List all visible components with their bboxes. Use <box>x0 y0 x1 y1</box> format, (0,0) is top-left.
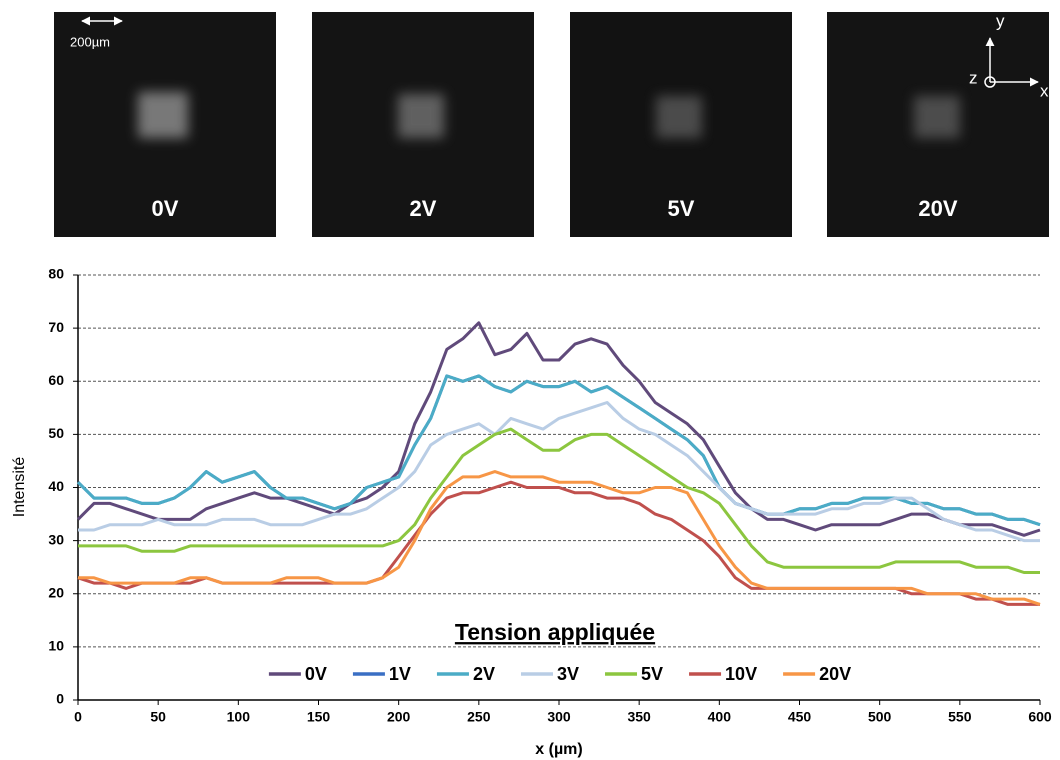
y-tick-label: 80 <box>48 266 64 282</box>
legend-label: 1V <box>389 664 411 684</box>
y-tick-label: 20 <box>48 584 64 600</box>
x-tick-label: 350 <box>627 709 651 725</box>
legend-label: 20V <box>819 664 851 684</box>
legend-label: 10V <box>725 664 757 684</box>
y-tick-label: 0 <box>56 691 64 707</box>
legend-label: 5V <box>641 664 663 684</box>
x-tick-label: 600 <box>1028 709 1052 725</box>
x-tick-label: 450 <box>788 709 812 725</box>
x-tick-label: 200 <box>387 709 411 725</box>
series-line <box>76 321 1041 537</box>
x-tick-label: 300 <box>547 709 571 725</box>
y-tick-label: 30 <box>48 531 64 547</box>
spot <box>398 94 444 138</box>
micrographs: 0V 2V 5V 20V 200µm y z x <box>54 11 1049 237</box>
y-tick-label: 10 <box>48 638 64 654</box>
x-tick-label: 250 <box>467 709 491 725</box>
x-tick-label: 550 <box>948 709 972 725</box>
x-tick-label: 50 <box>150 709 166 725</box>
panel-label: 0V <box>152 196 179 221</box>
series-line <box>76 374 1041 527</box>
x-axis-title: x (µm) <box>535 741 582 758</box>
x-tick-label: 150 <box>307 709 331 725</box>
axis-label: z <box>969 68 978 87</box>
spot <box>914 96 960 138</box>
panel-label: 20V <box>918 196 957 221</box>
legend-label: 2V <box>473 664 495 684</box>
legend-label: 0V <box>305 664 327 684</box>
panel-label: 5V <box>668 196 695 221</box>
y-tick-label: 50 <box>48 425 64 441</box>
x-tick-label: 500 <box>868 709 892 725</box>
spot <box>656 96 702 138</box>
series-line <box>77 480 1040 606</box>
spot <box>138 92 188 138</box>
x-tick-label: 100 <box>227 709 251 725</box>
series-line <box>78 427 1040 574</box>
scale-label: 200µm <box>70 34 110 49</box>
legend-title: Tension appliquée <box>455 619 655 645</box>
legend: 0V 1V 2V 3V 5V 10V 20V <box>268 664 851 684</box>
axis-label: x <box>1040 81 1049 100</box>
axis-origin <box>984 76 996 88</box>
y-tick-label: 70 <box>48 319 64 335</box>
panel-label: 2V <box>410 196 437 221</box>
legend-label: 3V <box>557 664 579 684</box>
series-line <box>78 470 1041 606</box>
y-axis-title: Intensité <box>11 457 28 518</box>
y-tick-label: 40 <box>48 478 64 494</box>
series-line <box>78 401 1040 543</box>
y-tick-label: 60 <box>48 372 64 388</box>
x-tick-label: 0 <box>74 709 82 725</box>
axis-label: y <box>996 11 1005 30</box>
x-tick-label: 400 <box>708 709 732 725</box>
